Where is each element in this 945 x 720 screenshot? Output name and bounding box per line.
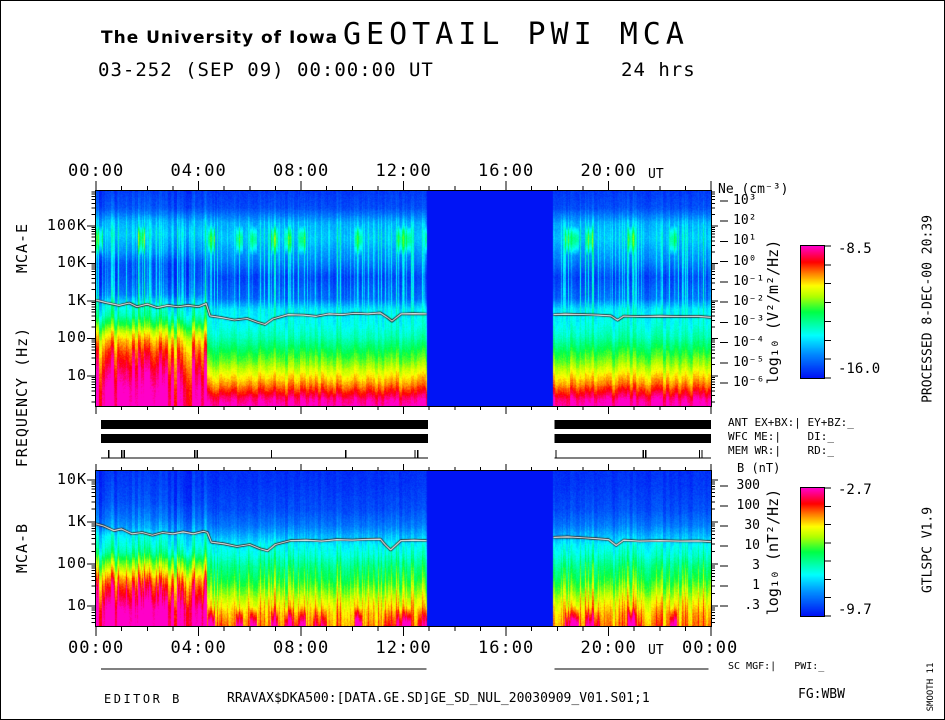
ne-tick-label: 10⁻⁵ xyxy=(733,354,765,370)
smooth-note: SMOOTH 11 xyxy=(926,662,936,712)
page-title: GEOTAIL PWI MCA xyxy=(343,17,689,52)
ne-tick-label: 10⁻¹ xyxy=(733,273,765,289)
editor-label: EDITOR B xyxy=(104,692,182,706)
duration-label: 24 hrs xyxy=(621,59,696,81)
wfc-row-label: WFC ME:| DI:_ xyxy=(728,430,834,443)
freq-tick-label: 100K xyxy=(46,215,87,234)
freq-tick-label: 10 xyxy=(66,365,87,384)
mca-b-spectrogram xyxy=(95,470,712,627)
frequency-axis-label: FREQUENCY (Hz) xyxy=(13,326,31,468)
b-tick-label: .3 xyxy=(744,598,760,613)
mca-e-spectrogram xyxy=(95,190,712,407)
program-version-note: GTLSPC V1.9 xyxy=(920,506,936,594)
time-label: 12:00 xyxy=(375,161,432,181)
time-label: 08:00 xyxy=(273,638,330,658)
mca-b-panel-label: MCA-B xyxy=(13,522,31,574)
sc-mgf-row-label: SC MGF:| PWI:_ xyxy=(728,661,825,672)
time-label: 16:00 xyxy=(478,638,535,658)
freq-tick-label: 10K xyxy=(56,253,87,272)
b-scale-title: B (nT) xyxy=(737,461,781,475)
freq-tick-label: 10 xyxy=(66,595,87,614)
ne-tick-label: 10⁻⁴ xyxy=(733,334,765,350)
mca-b-colorbar-label: log₁₀ (nT²/Hz) xyxy=(764,488,782,616)
freq-tick-label: 100 xyxy=(56,553,87,572)
b-tick-label: 3 xyxy=(752,558,760,573)
time-label: 16:00 xyxy=(478,161,535,181)
mca-e-colorbar-label: log₁₀ (V²/m²/Hz) xyxy=(764,239,782,385)
ne-tick-label: 10⁰ xyxy=(733,253,757,269)
time-label: 04:00 xyxy=(170,161,227,181)
time-label: 00:00 xyxy=(68,161,125,181)
bottom-axis-unit: UT xyxy=(648,643,664,658)
ne-tick-label: 10³ xyxy=(733,193,757,208)
institution-label: The University of Iowa xyxy=(101,28,339,48)
time-label: 04:00 xyxy=(170,638,227,658)
b-tick-label: 30 xyxy=(744,518,760,533)
date-label: 03-252 (SEP 09) 00:00:00 UT xyxy=(98,59,434,81)
ant-row-label: ANT EX+BX:| EY+BZ:_ xyxy=(728,416,854,429)
freq-tick-label: 100 xyxy=(56,328,87,347)
time-label: 00:00 xyxy=(68,638,125,658)
mca-e-colorbar xyxy=(800,245,825,379)
time-label: 20:00 xyxy=(580,638,637,658)
bottom-final-time-label: 00:00 xyxy=(682,638,739,658)
freq-tick-label: 1K xyxy=(66,511,87,530)
mca-b-colorbar xyxy=(800,487,825,617)
fg-label: FG:WBW xyxy=(798,687,845,702)
b-tick-label: 100 xyxy=(736,498,760,513)
b-tick-label: 300 xyxy=(736,478,760,493)
mem-row-label: MEM WR:| RD:_ xyxy=(728,444,834,457)
top-axis-unit: UT xyxy=(648,167,664,182)
ne-tick-label: 10² xyxy=(733,213,757,229)
processed-note: PROCESSED 8-DEC-00 20:39 xyxy=(920,215,936,403)
time-label: 12:00 xyxy=(375,638,432,658)
ne-tick-label: 10⁻² xyxy=(733,294,765,310)
freq-tick-label: 1K xyxy=(66,290,87,309)
time-label: 08:00 xyxy=(273,161,330,181)
time-label: 20:00 xyxy=(580,161,637,181)
ne-tick-label: 10⁻⁶ xyxy=(733,374,765,390)
ne-scale-title: Ne (cm⁻³) xyxy=(718,182,789,197)
mca-e-panel-label: MCA-E xyxy=(13,222,31,274)
mca-b-colorbar-max: -2.7 xyxy=(838,482,872,498)
b-tick-label: 1 xyxy=(752,578,760,593)
ne-tick-label: 10¹ xyxy=(733,233,757,249)
mca-b-colorbar-min: -9.7 xyxy=(838,602,872,618)
data-file-label: RRAVAX$DKA500:[DATA.GE.SD]GE_SD_NUL_2003… xyxy=(227,691,650,706)
freq-tick-label: 10K xyxy=(56,469,87,488)
ne-tick-label: 10⁻³ xyxy=(733,314,765,330)
mca-e-colorbar-min: -16.0 xyxy=(838,361,881,377)
mca-e-colorbar-max: -8.5 xyxy=(838,241,872,257)
b-tick-label: 10 xyxy=(744,538,760,553)
